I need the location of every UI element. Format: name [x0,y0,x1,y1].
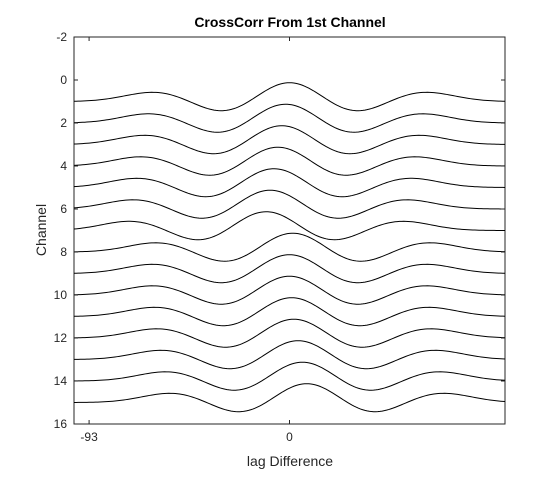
y-axis-label: Channel [33,204,49,256]
series-line-channel-15 [73,383,506,413]
series-line-channel-9 [73,254,506,284]
y-axis: -2 0 2 4 6 8 10 12 14 16 [54,30,505,431]
series-line-channel-4 [73,146,506,176]
series-line-channel-3 [73,125,506,155]
y-tick-label: 4 [60,159,67,173]
series-group [73,82,506,413]
y-tick-label: 2 [60,116,67,130]
series-line-channel-6 [73,189,506,219]
x-axis: -93 0 [80,37,293,444]
y-tick-label: 6 [60,202,67,216]
series-line-channel-13 [73,340,506,370]
y-tick-label: 16 [54,417,68,431]
series-line-channel-5 [73,168,506,198]
y-tick-label: 8 [60,245,67,259]
series-line-channel-14 [73,361,506,391]
x-tick-label: 0 [286,430,293,444]
series-line-channel-12 [73,318,506,348]
y-tick-label: 0 [60,73,67,87]
x-axis-label: lag Difference [247,453,333,469]
series-line-channel-2 [73,103,506,133]
series-line-channel-7 [73,211,506,241]
chart-title: CrossCorr From 1st Channel [194,14,385,30]
plot-area [73,36,506,425]
series-line-channel-8 [73,232,506,262]
y-tick-label: 10 [54,288,68,302]
y-tick-label: 14 [54,374,68,388]
series-line-channel-1 [73,82,506,112]
x-tick-label: -93 [80,430,98,444]
series-line-channel-11 [73,297,506,327]
series-line-channel-10 [73,275,506,305]
y-tick-label: -2 [56,30,67,44]
y-tick-label: 12 [54,331,68,345]
